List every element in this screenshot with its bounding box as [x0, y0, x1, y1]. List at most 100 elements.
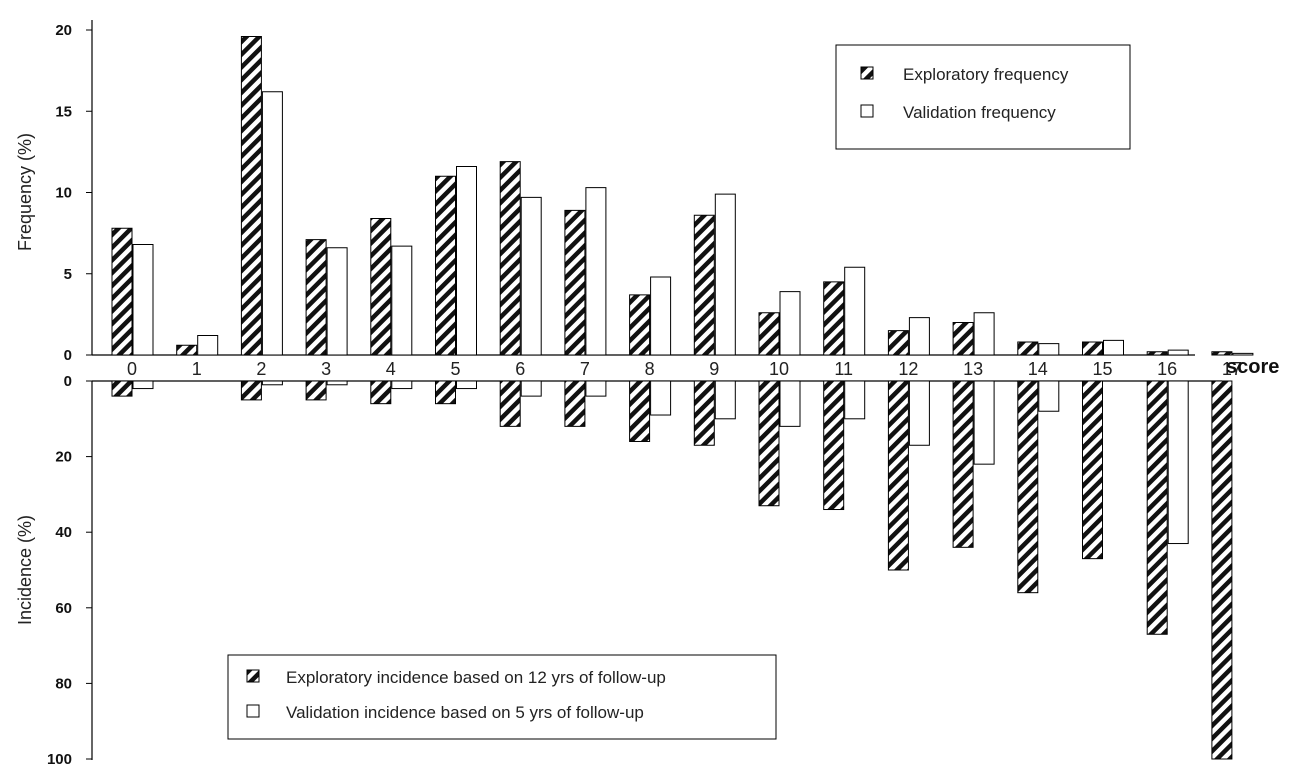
score-category-label-6: 6: [515, 359, 525, 379]
validation-incidence-bar-10: [779, 380, 801, 427]
score-category-label-15: 15: [1092, 359, 1112, 379]
exploratory-incidence-bar-4: [370, 380, 392, 405]
exploratory-incidence-bar-10: [758, 380, 780, 507]
legend-label-validation-incidence: Validation incidence based on 5 yrs of f…: [286, 703, 644, 722]
exploratory-frequency-bar-1: [176, 344, 198, 356]
score-category-label-2: 2: [256, 359, 266, 379]
exploratory-frequency-bar-15: [1082, 341, 1103, 356]
exploratory-frequency-bar-5: [435, 175, 456, 356]
frequency-y-tick-label-10: 10: [55, 185, 72, 202]
incidence-panel: Incidence (%) 0 20 40 60 80 100: [15, 373, 1233, 764]
validation-frequency-bar-9: [714, 193, 736, 356]
validation-frequency-bar-0: [132, 244, 154, 356]
incidence-y-tick-label-40: 40: [55, 524, 72, 541]
exploratory-frequency-bar-17: [1211, 351, 1233, 356]
legend-swatch-validation-incidence: [246, 704, 260, 718]
exploratory-frequency-bar-2: [240, 36, 262, 356]
exploratory-frequency-bar-6: [499, 161, 521, 356]
frequency-legend-box: [835, 44, 1131, 150]
validation-incidence-bar-7: [585, 380, 607, 397]
score-category-label-17: 17: [1222, 359, 1242, 379]
frequency-legend: Exploratory frequency Validation frequen…: [835, 44, 1131, 150]
score-category-label-13: 13: [963, 359, 983, 379]
validation-incidence-bar-9: [714, 380, 736, 420]
score-category-label-11: 11: [834, 359, 853, 379]
incidence-y-tick-label-0: 0: [64, 373, 72, 390]
frequency-y-tick-label-0: 0: [64, 347, 72, 364]
incidence-y-tick-label-60: 60: [55, 600, 72, 617]
score-category-label-16: 16: [1157, 359, 1177, 379]
validation-frequency-bar-3: [326, 247, 348, 356]
exploratory-incidence-bar-5: [435, 380, 456, 405]
validation-frequency-bar-10: [779, 291, 801, 356]
legend-swatch-exploratory-incidence: [246, 669, 260, 683]
validation-frequency-bar-16: [1167, 349, 1189, 356]
validation-frequency-bar-5: [456, 166, 477, 356]
score-category-label-10: 10: [769, 359, 789, 379]
legend-swatch-validation-frequency: [860, 104, 874, 118]
score-category-label-5: 5: [450, 359, 460, 379]
validation-frequency-bar-12: [908, 317, 930, 356]
validation-frequency-bar-13: [973, 312, 995, 356]
incidence-y-axis-title: Incidence (%): [15, 515, 35, 625]
frequency-panel: Frequency (%) 0 5 10 15 20: [15, 20, 1254, 364]
exploratory-incidence-bar-0: [111, 380, 133, 397]
validation-frequency-bar-15: [1103, 339, 1124, 356]
exploratory-incidence-bar-7: [564, 380, 586, 427]
validation-incidence-bar-16: [1167, 380, 1189, 545]
validation-incidence-bar-3: [326, 380, 348, 386]
exploratory-frequency-bar-8: [629, 294, 651, 356]
exploratory-frequency-bar-11: [823, 281, 845, 356]
exploratory-frequency-bar-13: [952, 322, 974, 356]
exploratory-incidence-bar-11: [823, 380, 845, 511]
score-category-label-7: 7: [580, 359, 590, 379]
exploratory-frequency-bar-4: [370, 218, 392, 356]
incidence-y-tick-label-20: 20: [55, 449, 72, 466]
exploratory-frequency-bar-10: [758, 312, 780, 356]
incidence-y-tick-label-80: 80: [55, 675, 72, 692]
score-category-label-12: 12: [898, 359, 918, 379]
legend-label-validation-frequency: Validation frequency: [903, 103, 1056, 122]
exploratory-incidence-bar-2: [240, 380, 262, 401]
validation-frequency-bar-8: [650, 276, 672, 356]
exploratory-frequency-bar-16: [1146, 351, 1168, 356]
exploratory-frequency-bar-12: [887, 330, 909, 356]
score-category-label-14: 14: [1028, 359, 1048, 379]
exploratory-frequency-bar-3: [305, 239, 327, 356]
exploratory-incidence-bar-17: [1211, 380, 1233, 760]
incidence-legend-box: [227, 654, 777, 740]
validation-incidence-bar-12: [908, 380, 930, 446]
validation-frequency-bar-14: [1038, 343, 1060, 356]
validation-incidence-bar-11: [844, 380, 866, 420]
validation-frequency-bar-11: [844, 266, 866, 356]
score-category-band: 0 1 2 3 4 5 6 7 8 9 10 11 12 13 14 15 16 17 score: [127, 356, 1279, 379]
validation-frequency-bar-4: [391, 245, 413, 356]
exploratory-incidence-bar-16: [1146, 380, 1168, 635]
exploratory-frequency-bar-7: [564, 209, 586, 356]
score-category-label-4: 4: [386, 359, 396, 379]
exploratory-incidence-bar-3: [305, 380, 327, 401]
validation-incidence-bar-14: [1038, 380, 1060, 412]
validation-incidence-bar-2: [261, 380, 283, 386]
legend-swatch-exploratory-frequency: [860, 66, 874, 80]
frequency-y-axis-title: Frequency (%): [15, 133, 35, 251]
frequency-y-tick-label-15: 15: [55, 103, 72, 120]
validation-incidence-bar-5: [456, 380, 477, 390]
validation-frequency-bar-17: [1232, 352, 1254, 356]
score-category-label-0: 0: [127, 359, 137, 379]
validation-frequency-bar-2: [261, 91, 283, 356]
legend-label-exploratory-incidence: Exploratory incidence based on 12 yrs of…: [286, 668, 666, 687]
incidence-legend: Exploratory incidence based on 12 yrs of…: [227, 654, 777, 740]
validation-frequency-bar-7: [585, 187, 607, 356]
exploratory-incidence-bar-8: [629, 380, 651, 442]
exploratory-incidence-bar-15: [1082, 380, 1103, 560]
validation-frequency-bar-1: [197, 335, 219, 356]
legend-label-exploratory-frequency: Exploratory frequency: [903, 65, 1069, 84]
score-category-label-8: 8: [645, 359, 655, 379]
exploratory-incidence-bar-13: [952, 380, 974, 548]
exploratory-incidence-bar-12: [887, 380, 909, 571]
validation-incidence-bar-0: [132, 380, 154, 390]
exploratory-incidence-bar-9: [693, 380, 715, 446]
score-category-label-1: 1: [192, 359, 202, 379]
